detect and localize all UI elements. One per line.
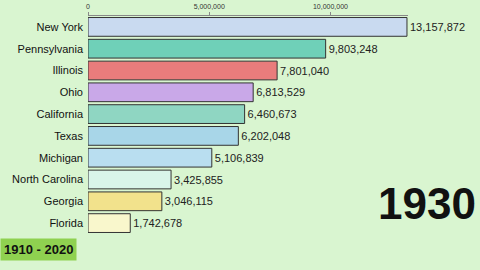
svg-text:Florida: Florida (49, 217, 84, 229)
svg-text:Pennsylvania: Pennsylvania (18, 43, 84, 55)
svg-text:6,813,529: 6,813,529 (256, 86, 305, 98)
svg-text:Illinois: Illinois (52, 64, 83, 76)
svg-text:New York: New York (37, 21, 84, 33)
svg-text:Michigan: Michigan (39, 152, 83, 164)
svg-text:3,046,115: 3,046,115 (165, 195, 213, 207)
svg-text:0: 0 (86, 3, 90, 10)
svg-text:1,742,678: 1,742,678 (133, 217, 182, 229)
svg-text:Georgia: Georgia (44, 195, 84, 207)
svg-text:1910 - 2020: 1910 - 2020 (4, 242, 73, 257)
svg-text:Ohio: Ohio (60, 86, 83, 98)
svg-text:7,801,040: 7,801,040 (280, 65, 329, 77)
svg-text:13,157,872: 13,157,872 (410, 21, 465, 33)
svg-text:5,000,000: 5,000,000 (194, 3, 225, 10)
svg-text:Texas: Texas (54, 130, 83, 142)
svg-text:1930: 1930 (378, 179, 476, 228)
svg-text:10,000,000: 10,000,000 (313, 3, 348, 10)
svg-text:North Carolina: North Carolina (12, 173, 84, 185)
svg-text:6,460,673: 6,460,673 (248, 108, 297, 120)
svg-text:6,202,048: 6,202,048 (241, 130, 290, 142)
svg-text:California: California (37, 108, 84, 120)
svg-text:9,803,248: 9,803,248 (329, 43, 378, 55)
svg-text:3,425,855: 3,425,855 (174, 174, 223, 186)
svg-text:5,106,839: 5,106,839 (215, 152, 264, 164)
